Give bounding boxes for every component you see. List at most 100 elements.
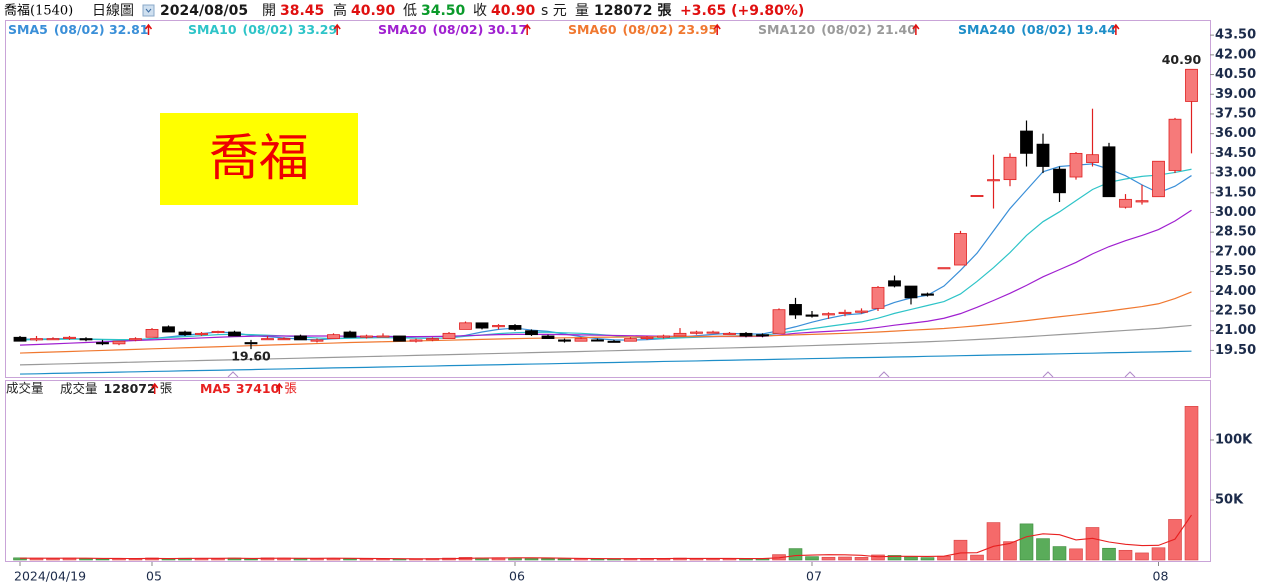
- y-tick-label: 43.50: [1215, 28, 1256, 43]
- legend-entry: SMA20 (08/02) 30.17: [378, 22, 527, 37]
- up-arrow: [275, 382, 283, 394]
- high-label: 高: [333, 2, 347, 19]
- candle-body: [706, 331, 720, 334]
- candle-body: [360, 335, 373, 338]
- y-tick-label: 28.50: [1215, 225, 1256, 240]
- volume-bar: [244, 558, 258, 561]
- legend-value: (08/02) 30.17: [433, 22, 528, 37]
- candle-body: [409, 339, 423, 342]
- y-tick-label: 100K: [1215, 433, 1253, 448]
- candle-body: [1185, 68, 1198, 102]
- candle-body: [376, 335, 390, 338]
- up-arrow: [912, 23, 920, 35]
- volume-bar: [1151, 547, 1166, 561]
- legend-value: (08/02) 32.81: [54, 22, 149, 37]
- candle-body: [541, 335, 555, 339]
- legend-entry: 成交量 128072: [60, 381, 156, 396]
- date: 2024/08/05: [160, 3, 248, 19]
- candle-body: [294, 335, 307, 341]
- candle-body: [525, 330, 538, 336]
- candle-body: [244, 342, 258, 345]
- volume-bar: [1036, 538, 1050, 561]
- event-marker[interactable]: [1124, 371, 1136, 378]
- y-tick-label: 50K: [1215, 493, 1244, 508]
- candle-body: [987, 179, 1000, 182]
- y-tick-label: 37.50: [1215, 106, 1256, 121]
- up-arrow: [144, 23, 153, 35]
- ma-line: [19, 291, 1192, 354]
- legend-entry: SMA60 (08/02) 23.95: [568, 22, 717, 37]
- candle-body: [574, 338, 588, 342]
- candle-body: [228, 331, 241, 337]
- legend-entry: SMA240 (08/02) 19.44: [958, 22, 1116, 37]
- candle-body: [805, 314, 819, 317]
- y-tick-label: 27.00: [1215, 244, 1256, 259]
- candle-body: [558, 339, 571, 342]
- legend-name: SMA120: [758, 22, 816, 37]
- candle-body: [1020, 130, 1033, 154]
- candle-body: [591, 339, 604, 342]
- volume-bar: [1168, 519, 1182, 561]
- legend-name: SMA5: [8, 22, 48, 37]
- candle-body: [888, 280, 901, 287]
- low-label: 19.60: [231, 349, 271, 364]
- candle-body: [640, 336, 654, 339]
- candle-body: [1086, 154, 1099, 163]
- candle-body: [475, 322, 489, 329]
- dropdown-icon[interactable]: [142, 4, 155, 17]
- up-arrow: [523, 23, 531, 35]
- event-marker[interactable]: [227, 371, 239, 378]
- volume-bar: [95, 558, 110, 561]
- ma-line: [19, 324, 1192, 366]
- candle-body: [112, 340, 126, 345]
- candle-body: [673, 332, 687, 337]
- candle-body: [327, 334, 340, 339]
- volume-bar: [920, 557, 935, 561]
- panel-title: 成交量: [6, 381, 44, 396]
- legend-name: SMA240: [958, 22, 1016, 37]
- legend-entry: MA5 37410: [200, 381, 280, 396]
- candle-body: [129, 338, 142, 341]
- legend-value: (08/02) 21.40: [821, 22, 916, 37]
- candle-body: [13, 336, 27, 342]
- candle-body: [79, 338, 93, 341]
- stock-name: 喬福(1540): [4, 3, 73, 19]
- annotation-box: [160, 113, 358, 205]
- legend-name: SMA20: [378, 22, 427, 37]
- y-tick-label: 24.00: [1215, 284, 1256, 299]
- event-markers: [227, 371, 1136, 378]
- dropdown-chevron: [145, 8, 152, 13]
- volume-bar: [1052, 546, 1067, 561]
- up-arrow: [151, 382, 159, 394]
- high-label: 40.90: [1162, 52, 1202, 67]
- volume-bar: [1184, 406, 1199, 561]
- candle-body: [789, 304, 802, 316]
- price-panel: [5, 20, 1211, 378]
- x-tick-label: 08: [1153, 569, 1169, 584]
- legend-value: (08/02) 33.29: [243, 22, 338, 37]
- candle-body: [1152, 160, 1165, 198]
- low-label: 低: [403, 3, 417, 19]
- x-tick-label: 07: [806, 569, 822, 584]
- y-tick-label: 21.00: [1215, 323, 1256, 338]
- candle-body: [921, 293, 934, 296]
- candle-body: [772, 309, 786, 334]
- legend-name: MA5: [200, 381, 231, 396]
- candle-body: [261, 338, 274, 341]
- change: +3.65 (+9.80%): [680, 3, 804, 19]
- legend-value: (08/02) 19.44: [1021, 22, 1116, 37]
- legend-name: SMA10: [188, 22, 237, 37]
- candle-body: [1102, 146, 1116, 198]
- candle-body: [178, 331, 192, 336]
- volume-value: 128072 張: [594, 3, 672, 19]
- candle-body: [954, 233, 967, 266]
- candle-body: [657, 335, 670, 338]
- candle-body: [46, 338, 60, 341]
- event-marker[interactable]: [878, 371, 890, 378]
- volume-bar: [524, 557, 539, 561]
- candle-body: [822, 313, 835, 316]
- y-tick-label: 25.50: [1215, 264, 1256, 279]
- event-marker[interactable]: [1042, 371, 1054, 378]
- candle-body: [937, 267, 951, 270]
